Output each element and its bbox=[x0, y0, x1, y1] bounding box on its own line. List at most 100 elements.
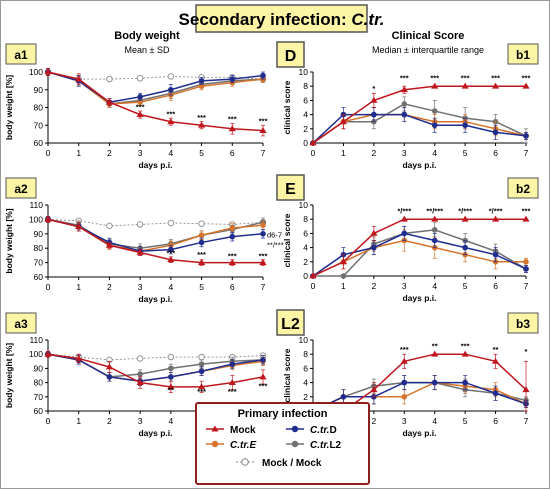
y-tick-label-b3: 8 bbox=[303, 349, 308, 359]
data-point-ctrD bbox=[492, 129, 499, 136]
significance-annotation: *** bbox=[197, 113, 206, 122]
y-tick-label-b2: 6 bbox=[303, 228, 308, 238]
data-point-mockmock bbox=[106, 222, 113, 230]
series-line-ctrD bbox=[47, 353, 264, 382]
legend-box bbox=[195, 402, 370, 485]
data-point-mock bbox=[197, 121, 206, 128]
significance-annotation: */*** bbox=[458, 207, 472, 216]
significance-annotation: *** bbox=[166, 109, 175, 118]
data-point-mock bbox=[339, 118, 348, 125]
left-subheader: Mean ± SD bbox=[125, 45, 170, 55]
legend-item-mock: Mock bbox=[206, 425, 256, 436]
significance-annotation: *** bbox=[228, 251, 237, 260]
y-tick-label-b3: 2 bbox=[303, 392, 308, 402]
pathogen-label-b1: D bbox=[285, 48, 297, 65]
data-point-mock bbox=[44, 68, 52, 75]
y-tick-label-a3: 110 bbox=[29, 335, 43, 345]
y-axis-label-b2: clinical score bbox=[282, 213, 292, 267]
significance-annotation: *** bbox=[166, 248, 175, 257]
significance-annotation: ** bbox=[432, 342, 438, 351]
series-ctrD-b1 bbox=[310, 107, 529, 146]
y-tick-label-a3: 80 bbox=[34, 378, 44, 388]
data-point-ctrD bbox=[260, 72, 266, 79]
y-tick-label-a2: 60 bbox=[34, 272, 44, 282]
legend-mock-label: Mock bbox=[230, 425, 256, 436]
data-point-mock bbox=[75, 75, 83, 82]
pathogen-label-b2: E bbox=[285, 181, 296, 198]
significance-annotation: *** bbox=[197, 250, 206, 259]
data-point-ctrD bbox=[523, 266, 529, 272]
x-tick-label-a3: 3 bbox=[138, 416, 143, 426]
legend-mock-marker bbox=[211, 425, 219, 432]
data-point-ctrD bbox=[168, 86, 174, 93]
x-axis-label-a2: days p.i. bbox=[138, 294, 172, 304]
significance-annotation: *** bbox=[136, 102, 145, 111]
data-point-ctrD bbox=[401, 111, 408, 118]
data-point-ctrD bbox=[462, 379, 468, 386]
data-point-mock bbox=[461, 215, 469, 222]
x-tick-label-a2: 3 bbox=[138, 282, 143, 292]
series-line-mock bbox=[312, 85, 526, 144]
significance-annotation: ** bbox=[168, 386, 174, 395]
data-point-ctrL2 bbox=[137, 371, 143, 377]
x-axis-label-a3: days p.i. bbox=[138, 428, 172, 438]
series-line-ctrE bbox=[312, 113, 527, 144]
x-tick-label-b3: 5 bbox=[463, 416, 468, 426]
y-axis-label-a2: body weight [%] bbox=[4, 208, 14, 273]
legend-item-mockmock: Mock / Mock bbox=[236, 458, 322, 469]
data-point-ctrL2 bbox=[340, 273, 347, 279]
series-mock-a2 bbox=[44, 215, 267, 266]
data-point-mock bbox=[339, 258, 348, 265]
x-tick-label-b2: 5 bbox=[463, 281, 468, 291]
panel-label-box-b1 bbox=[507, 43, 539, 65]
x-tick-label-a2: 2 bbox=[107, 282, 112, 292]
significance-annotation: *** bbox=[522, 207, 531, 216]
series-line-ctrL2 bbox=[313, 229, 527, 277]
y-axis-label-b3: clinical score bbox=[282, 348, 292, 402]
figure-title-prefix: Secondary infection: bbox=[179, 10, 352, 29]
x-tick-label-a1: 4 bbox=[168, 148, 173, 158]
legend-ctrl2-marker bbox=[291, 440, 299, 448]
significance-annotation: *** bbox=[461, 342, 470, 351]
data-point-ctrD bbox=[462, 244, 468, 251]
data-point-mock bbox=[431, 82, 439, 89]
y-tick-label-a1: 100 bbox=[29, 67, 43, 77]
panel-label-a3: a3 bbox=[14, 317, 28, 331]
data-point-mock bbox=[136, 379, 144, 385]
data-point-ctrD bbox=[168, 374, 174, 380]
data-point-ctrD bbox=[431, 122, 438, 129]
data-point-ctrD bbox=[260, 231, 266, 237]
panel-label-box-a2 bbox=[5, 177, 37, 199]
x-tick-label-a2: 7 bbox=[261, 282, 266, 292]
panel-a2: a2 60 70 80 90 100 110 0 1 2 3 4 5 6 7 days p.i. body we… bbox=[4, 177, 284, 304]
x-tick-label-b1: 6 bbox=[493, 148, 498, 158]
data-point-ctrD bbox=[229, 233, 236, 240]
y-tick-label-a2: 90 bbox=[34, 229, 44, 239]
data-point-mock bbox=[400, 215, 408, 222]
data-point-mock bbox=[75, 223, 83, 229]
data-point-ctrE bbox=[198, 232, 205, 239]
data-point-mockmock bbox=[106, 75, 113, 83]
x-tick-label-a1: 0 bbox=[46, 148, 51, 158]
data-point-mockmock bbox=[136, 74, 144, 82]
x-tick-label-b2: 2 bbox=[371, 281, 376, 291]
y-tick-label-b1: 0 bbox=[303, 138, 308, 148]
data-point-mock bbox=[75, 354, 83, 361]
data-point-mock bbox=[431, 350, 439, 357]
series-line-mock bbox=[47, 71, 264, 132]
data-point-mock bbox=[309, 139, 317, 146]
series-line-mock bbox=[47, 218, 263, 264]
x-tick-label-b3: 6 bbox=[493, 416, 498, 426]
side-note-stars-a2: **/*** bbox=[267, 241, 284, 250]
data-point-mockmock bbox=[167, 73, 175, 80]
panel-label-b1: b1 bbox=[516, 48, 530, 62]
y-tick-label-a3: 70 bbox=[34, 392, 44, 402]
y-tick-label-a2: 70 bbox=[34, 258, 44, 268]
x-tick-label-b1: 1 bbox=[341, 148, 346, 158]
y-tick-label-b2: 10 bbox=[299, 200, 309, 210]
x-tick-label-a2: 4 bbox=[168, 282, 173, 292]
legend-title: Primary infection bbox=[238, 408, 328, 420]
series-line-ctrL2 bbox=[47, 218, 264, 249]
data-point-mock bbox=[491, 82, 500, 89]
